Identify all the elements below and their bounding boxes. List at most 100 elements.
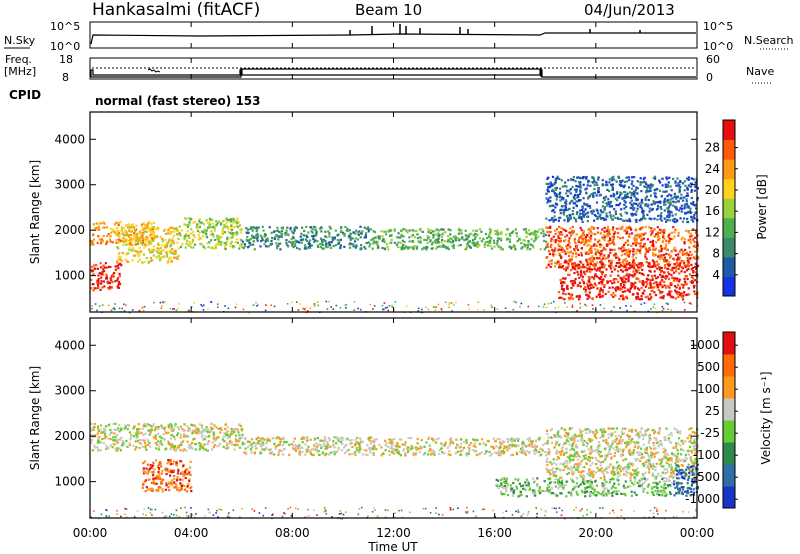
velocity-cell (193, 437, 196, 440)
power-cell (621, 197, 624, 200)
power-cell (441, 235, 444, 239)
velocity-cell (237, 439, 240, 442)
power-cell (522, 228, 526, 231)
power-cell (300, 241, 303, 244)
power-cell (293, 227, 296, 230)
power-cell (641, 292, 644, 295)
power-cell (665, 177, 669, 181)
velocity-cell (240, 436, 244, 439)
power-cell (615, 254, 618, 257)
power-cell (631, 204, 634, 208)
power-cell (686, 192, 689, 195)
power-cell (578, 216, 581, 219)
power-cell (229, 242, 232, 245)
power-cell (549, 182, 552, 185)
power-cell (402, 235, 405, 238)
power-cell (611, 183, 615, 186)
power-cell (206, 226, 209, 229)
power-cell (111, 275, 114, 278)
power-cell (412, 247, 415, 250)
power-cell (658, 256, 661, 259)
power-cell (665, 200, 668, 203)
power-cell (658, 268, 662, 271)
power-cell (324, 244, 327, 247)
power-cell (496, 308, 499, 310)
power-cell (625, 251, 628, 254)
velocity-cell (406, 451, 409, 454)
power-cell (679, 185, 682, 189)
power-cell (594, 263, 597, 266)
velocity-cell (506, 438, 509, 441)
power-cell (623, 253, 626, 256)
power-cell (174, 249, 177, 252)
power-cell (159, 301, 162, 304)
velocity-cell (486, 439, 489, 442)
power-cell (672, 296, 675, 299)
velocity-cell (359, 437, 362, 440)
power-cell (553, 218, 556, 221)
velocity-cell (358, 448, 361, 451)
power-cell (687, 231, 691, 234)
velocity-cell (237, 431, 240, 434)
velocity-cell (513, 443, 516, 447)
power-cell (602, 248, 605, 251)
power-cell (571, 225, 574, 229)
power-cell (549, 200, 552, 203)
velocity-cell (483, 452, 486, 455)
power-cell (532, 231, 535, 234)
power-cell (612, 175, 615, 178)
power-cell (668, 292, 671, 295)
velocity-cell (157, 485, 160, 489)
power-cell (603, 217, 606, 221)
power-cell (651, 277, 654, 280)
velocity-cell (117, 438, 120, 441)
power-cell (649, 240, 652, 244)
power-cell (226, 238, 229, 241)
power-cell (595, 295, 598, 298)
power-cell (690, 177, 693, 180)
velocity-cell (495, 451, 498, 454)
power-cell (587, 243, 590, 246)
velocity-cell (155, 489, 158, 492)
power-cell (209, 233, 213, 236)
velocity-cell (501, 451, 504, 454)
power-cell (165, 251, 168, 254)
cpid-label: CPID (9, 88, 41, 102)
power-cell (393, 229, 396, 232)
velocity-cell (194, 448, 197, 451)
velocity-cell (506, 449, 509, 452)
power-cell (548, 186, 551, 189)
power-cell (660, 194, 663, 198)
velocity-cell (313, 438, 316, 441)
power-cell (681, 267, 684, 270)
power-cell (683, 207, 686, 210)
power-cell (579, 285, 582, 288)
velocity-cell (241, 433, 244, 436)
velocity-cell (515, 451, 518, 454)
power-cell (558, 225, 561, 228)
power-cell (161, 238, 164, 241)
power-cell (446, 245, 449, 249)
power-cell (432, 234, 435, 237)
power-cell (178, 225, 181, 228)
velocity-cell (248, 441, 251, 444)
power-cell (566, 285, 569, 288)
power-cell (483, 309, 485, 311)
power-cell (449, 229, 452, 232)
power-cell (619, 237, 622, 240)
power-cell (583, 287, 586, 291)
velocity-cell (341, 439, 344, 442)
velocity-cell (393, 438, 396, 441)
velocity-cell (448, 450, 451, 453)
power-cell (555, 186, 558, 190)
velocity-cell (159, 462, 162, 465)
velocity-cell (146, 423, 149, 426)
velocity-cell (322, 439, 325, 442)
power-cell (667, 303, 669, 305)
velocity-cell (473, 442, 477, 445)
power-cell (320, 230, 323, 233)
power-cell (123, 303, 125, 306)
velocity-cell (200, 444, 203, 447)
power-cell (405, 305, 408, 307)
